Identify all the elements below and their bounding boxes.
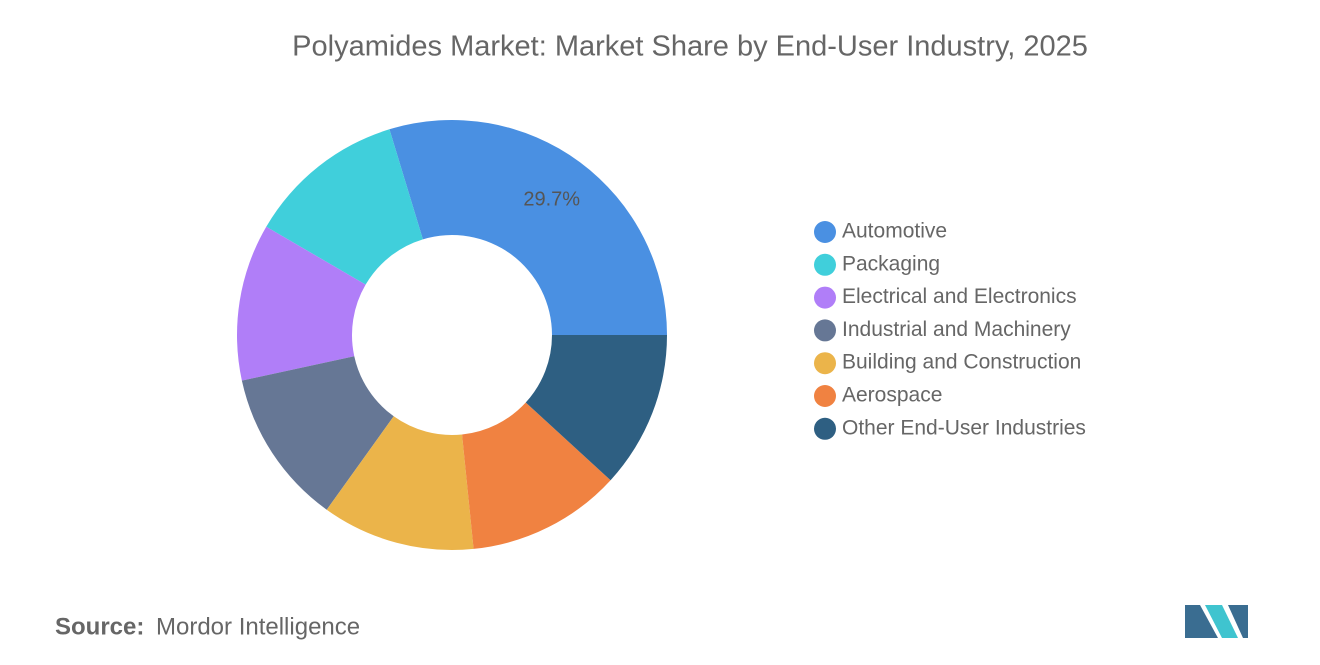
- legend-marker: [814, 352, 836, 375]
- donut-slice: [266, 129, 423, 285]
- donut-slice: [525, 335, 667, 481]
- legend-label: Building and Construction: [842, 351, 1081, 374]
- legend-label: Electrical and Electronics: [842, 285, 1077, 308]
- donut-slice: [326, 416, 474, 551]
- legend-marker: [814, 253, 836, 276]
- source: Mordor Intelligence: [156, 613, 360, 640]
- value-label: 29.7%: [523, 189, 580, 211]
- legend-label: Other End-User Industries: [842, 416, 1086, 439]
- legend-marker: [814, 319, 836, 342]
- legend-label: Aerospace: [842, 384, 942, 407]
- donut-slice: [462, 402, 611, 549]
- legend-marker: [814, 221, 836, 243]
- chart-title: Polyamides Market: Market Share by End-U…: [292, 31, 1088, 63]
- logo: [1185, 605, 1248, 638]
- legend-marker: [814, 417, 836, 440]
- legend-label: Packaging: [842, 252, 940, 275]
- donut-slice: [389, 119, 667, 335]
- legend-label: Automotive: [842, 220, 947, 243]
- legend-marker: [814, 385, 836, 407]
- legend-label: Industrial and Machinery: [842, 318, 1071, 341]
- source-label: Source:: [55, 613, 144, 640]
- legend-marker: [814, 286, 836, 309]
- donut-slice: [241, 356, 394, 510]
- donut-slice: [237, 226, 366, 381]
